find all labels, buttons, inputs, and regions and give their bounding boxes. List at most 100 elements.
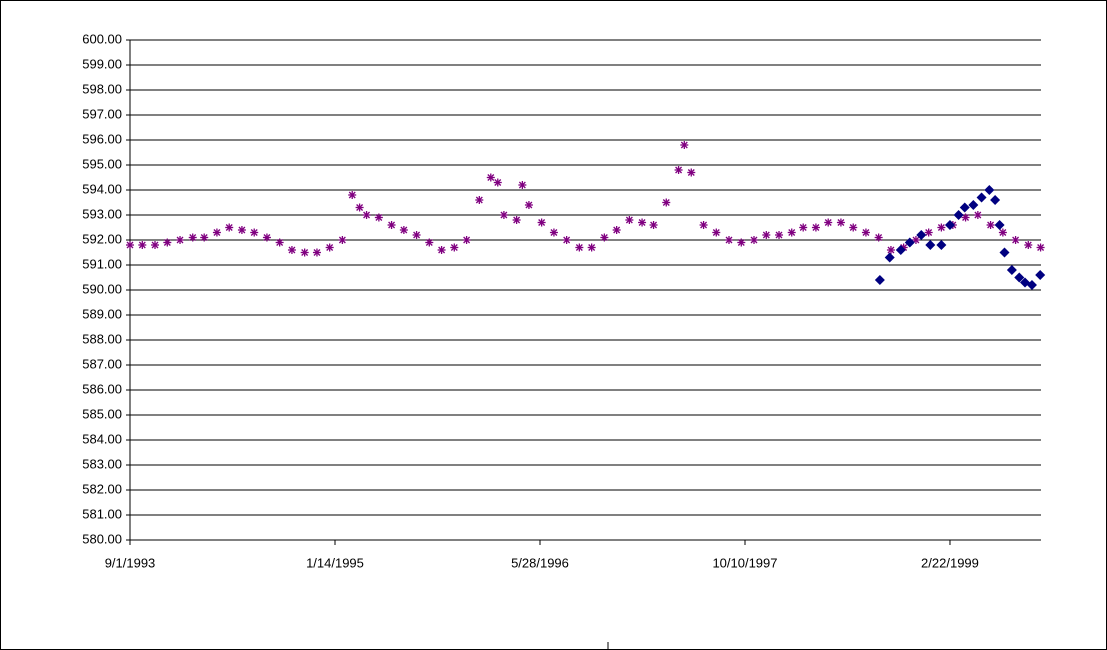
point — [300, 248, 309, 257]
asterisk-stroke — [824, 219, 832, 226]
asterisk-stroke — [799, 224, 807, 231]
diamond-shape — [944, 220, 955, 230]
point — [874, 233, 883, 242]
asterisk-stroke — [450, 244, 458, 251]
asterisk-stroke — [338, 236, 346, 244]
point — [562, 236, 571, 244]
asterisk-stroke — [680, 141, 688, 149]
point — [575, 243, 584, 252]
y-tick-label: 592.00 — [82, 231, 122, 246]
asterisk-stroke — [238, 226, 246, 234]
point — [936, 240, 947, 250]
point — [959, 202, 970, 213]
asterisk-stroke — [1012, 236, 1020, 244]
point — [775, 231, 784, 239]
point — [437, 246, 446, 254]
point — [126, 241, 134, 249]
asterisk-stroke — [463, 236, 471, 244]
asterisk-stroke — [925, 229, 933, 236]
y-tick-label: 597.00 — [82, 106, 122, 121]
point — [625, 216, 634, 224]
point — [600, 233, 609, 242]
point — [687, 168, 696, 177]
point — [649, 221, 658, 229]
point — [994, 220, 1005, 230]
asterisk-stroke — [837, 219, 845, 226]
y-tick-label: 588.00 — [82, 331, 122, 346]
point — [250, 228, 259, 237]
point — [712, 228, 721, 237]
point — [462, 236, 471, 244]
point — [638, 218, 647, 227]
point — [724, 236, 733, 244]
point — [990, 195, 1001, 205]
point — [325, 243, 334, 252]
asterisk-stroke — [625, 216, 633, 224]
asterisk-stroke — [563, 236, 571, 244]
asterisk-stroke — [887, 246, 895, 254]
point — [976, 192, 987, 203]
asterisk-stroke — [762, 231, 770, 239]
x-tick-label: 2/22/1999 — [921, 555, 979, 570]
diamond-shape — [895, 245, 906, 255]
asterisk-stroke — [356, 204, 364, 211]
point — [412, 231, 421, 239]
asterisk-stroke — [500, 211, 508, 219]
point — [1036, 243, 1045, 252]
y-tick-label: 596.00 — [82, 131, 122, 146]
diamond-shape — [999, 247, 1010, 258]
asterisk-stroke — [413, 231, 421, 239]
point — [787, 228, 796, 237]
point — [904, 237, 915, 248]
point — [225, 223, 234, 232]
asterisk-stroke — [326, 244, 334, 251]
point — [475, 196, 484, 204]
asterisk-stroke — [200, 234, 208, 241]
diamond-shape — [1026, 280, 1037, 290]
asterisk-stroke — [575, 244, 583, 251]
asterisk-stroke — [438, 246, 446, 254]
asterisk-stroke — [388, 221, 396, 229]
point — [262, 233, 271, 242]
y-tick-label: 598.00 — [82, 81, 122, 96]
y-tick-label: 587.00 — [82, 356, 122, 371]
asterisk-stroke — [487, 174, 495, 181]
y-tick-label: 586.00 — [82, 381, 122, 396]
asterisk-stroke — [313, 249, 321, 256]
x-tick-label: 1/14/1995 — [306, 555, 364, 570]
asterisk-stroke — [600, 234, 608, 241]
point — [999, 247, 1010, 258]
diamond-shape — [968, 200, 979, 210]
asterisk-stroke — [138, 241, 146, 249]
point — [1014, 272, 1025, 283]
point — [1024, 241, 1033, 249]
point — [338, 236, 347, 244]
point — [973, 211, 982, 219]
asterisk-stroke — [538, 219, 546, 226]
y-tick-label: 585.00 — [82, 406, 122, 421]
asterisk-stroke — [225, 224, 233, 231]
point — [874, 275, 885, 285]
asterisk-stroke — [425, 239, 433, 246]
point — [662, 198, 671, 207]
point — [612, 226, 621, 234]
point — [824, 218, 833, 227]
y-tick-label: 600.00 — [82, 31, 122, 46]
point — [237, 226, 246, 234]
asterisk-stroke — [250, 229, 258, 236]
point — [287, 246, 296, 254]
asterisk-stroke — [475, 196, 483, 204]
point — [138, 241, 147, 249]
asterisk-stroke — [276, 239, 284, 246]
point — [925, 240, 936, 250]
diamond-shape — [916, 230, 927, 240]
point — [348, 191, 357, 199]
point — [486, 173, 495, 182]
point — [450, 243, 459, 252]
point — [886, 246, 895, 254]
point — [399, 226, 408, 234]
asterisk-stroke — [375, 214, 383, 221]
point — [762, 231, 771, 239]
asterisk-stroke — [974, 211, 982, 219]
